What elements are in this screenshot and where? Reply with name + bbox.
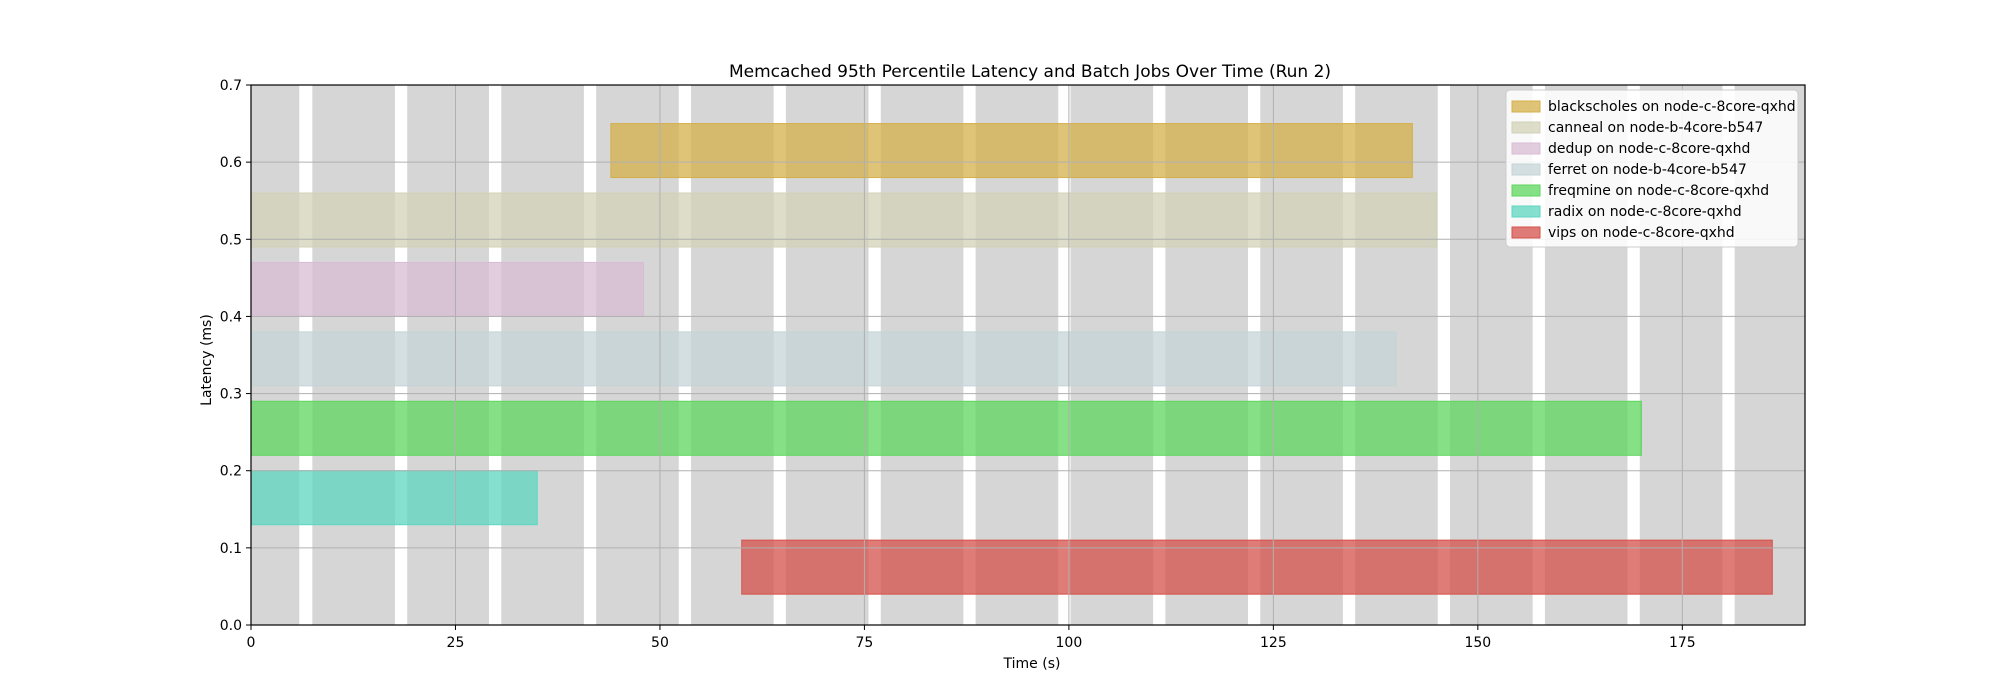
y-axis-ticks: 0.0 0.1 0.2 0.3 0.4 0.5 0.6 0.7 — [220, 78, 251, 634]
legend-swatch-6 — [1511, 226, 1541, 239]
y-tick-label-2: 0.2 — [220, 464, 242, 480]
x-tick-label-6: 150 — [1464, 635, 1491, 651]
legend-label-6: vips on node-c-8core-qxhd — [1548, 225, 1735, 241]
legend-swatch-0 — [1511, 100, 1541, 113]
x-tick-label-3: 75 — [856, 635, 874, 651]
y-tick-label-6: 0.6 — [220, 155, 242, 171]
plot-frame — [250, 84, 1806, 626]
y-tick-label-1: 0.1 — [220, 541, 242, 557]
legend: blackscholes on node-c-8core-qxhd canneal… — [1505, 89, 1799, 248]
y-tick-label-0: 0.0 — [220, 618, 242, 634]
legend-swatch-1 — [1511, 121, 1541, 134]
legend-swatch-5 — [1511, 205, 1541, 218]
chart-title: Memcached 95th Percentile Latency and Ba… — [729, 62, 1331, 82]
legend-box — [1505, 89, 1799, 248]
y-tick-label-5: 0.5 — [220, 232, 242, 248]
x-tick-label-1: 25 — [447, 635, 465, 651]
y-tick-label-3: 0.3 — [220, 387, 242, 403]
job-bar-radix — [250, 470, 538, 526]
legend-label-0: blackscholes on node-c-8core-qxhd — [1548, 99, 1796, 115]
job-bar-canneal — [250, 192, 1438, 248]
y-axis-label: Latency (ms) — [199, 314, 215, 406]
job-bar-blackscholes — [610, 123, 1413, 179]
x-tick-label-7: 175 — [1669, 635, 1696, 651]
legend-label-2: dedup on node-c-8core-qxhd — [1548, 141, 1750, 157]
legend-label-4: freqmine on node-c-8core-qxhd — [1548, 183, 1769, 199]
job-bar-ferret — [250, 331, 1397, 387]
job-bar-freqmine — [250, 400, 1642, 456]
job-bar-dedup — [250, 261, 645, 317]
x-tick-label-2: 50 — [651, 635, 669, 651]
legend-swatch-4 — [1511, 184, 1541, 197]
legend-swatch-3 — [1511, 163, 1541, 176]
x-axis-ticks: 0 25 50 75 100 125 150 175 — [247, 625, 1696, 651]
x-tick-label-0: 0 — [247, 635, 256, 651]
job-bar-vips — [741, 539, 1773, 595]
x-tick-label-5: 125 — [1260, 635, 1287, 651]
x-tick-label-4: 100 — [1056, 635, 1083, 651]
legend-label-3: ferret on node-b-4core-b547 — [1548, 162, 1747, 178]
x-axis-label: Time (s) — [1003, 656, 1061, 672]
legend-label-1: canneal on node-b-4core-b547 — [1548, 120, 1763, 136]
legend-swatch-2 — [1511, 142, 1541, 155]
y-tick-label-4: 0.4 — [220, 309, 242, 325]
legend-label-5: radix on node-c-8core-qxhd — [1548, 204, 1742, 220]
y-tick-label-7: 0.7 — [220, 78, 242, 94]
